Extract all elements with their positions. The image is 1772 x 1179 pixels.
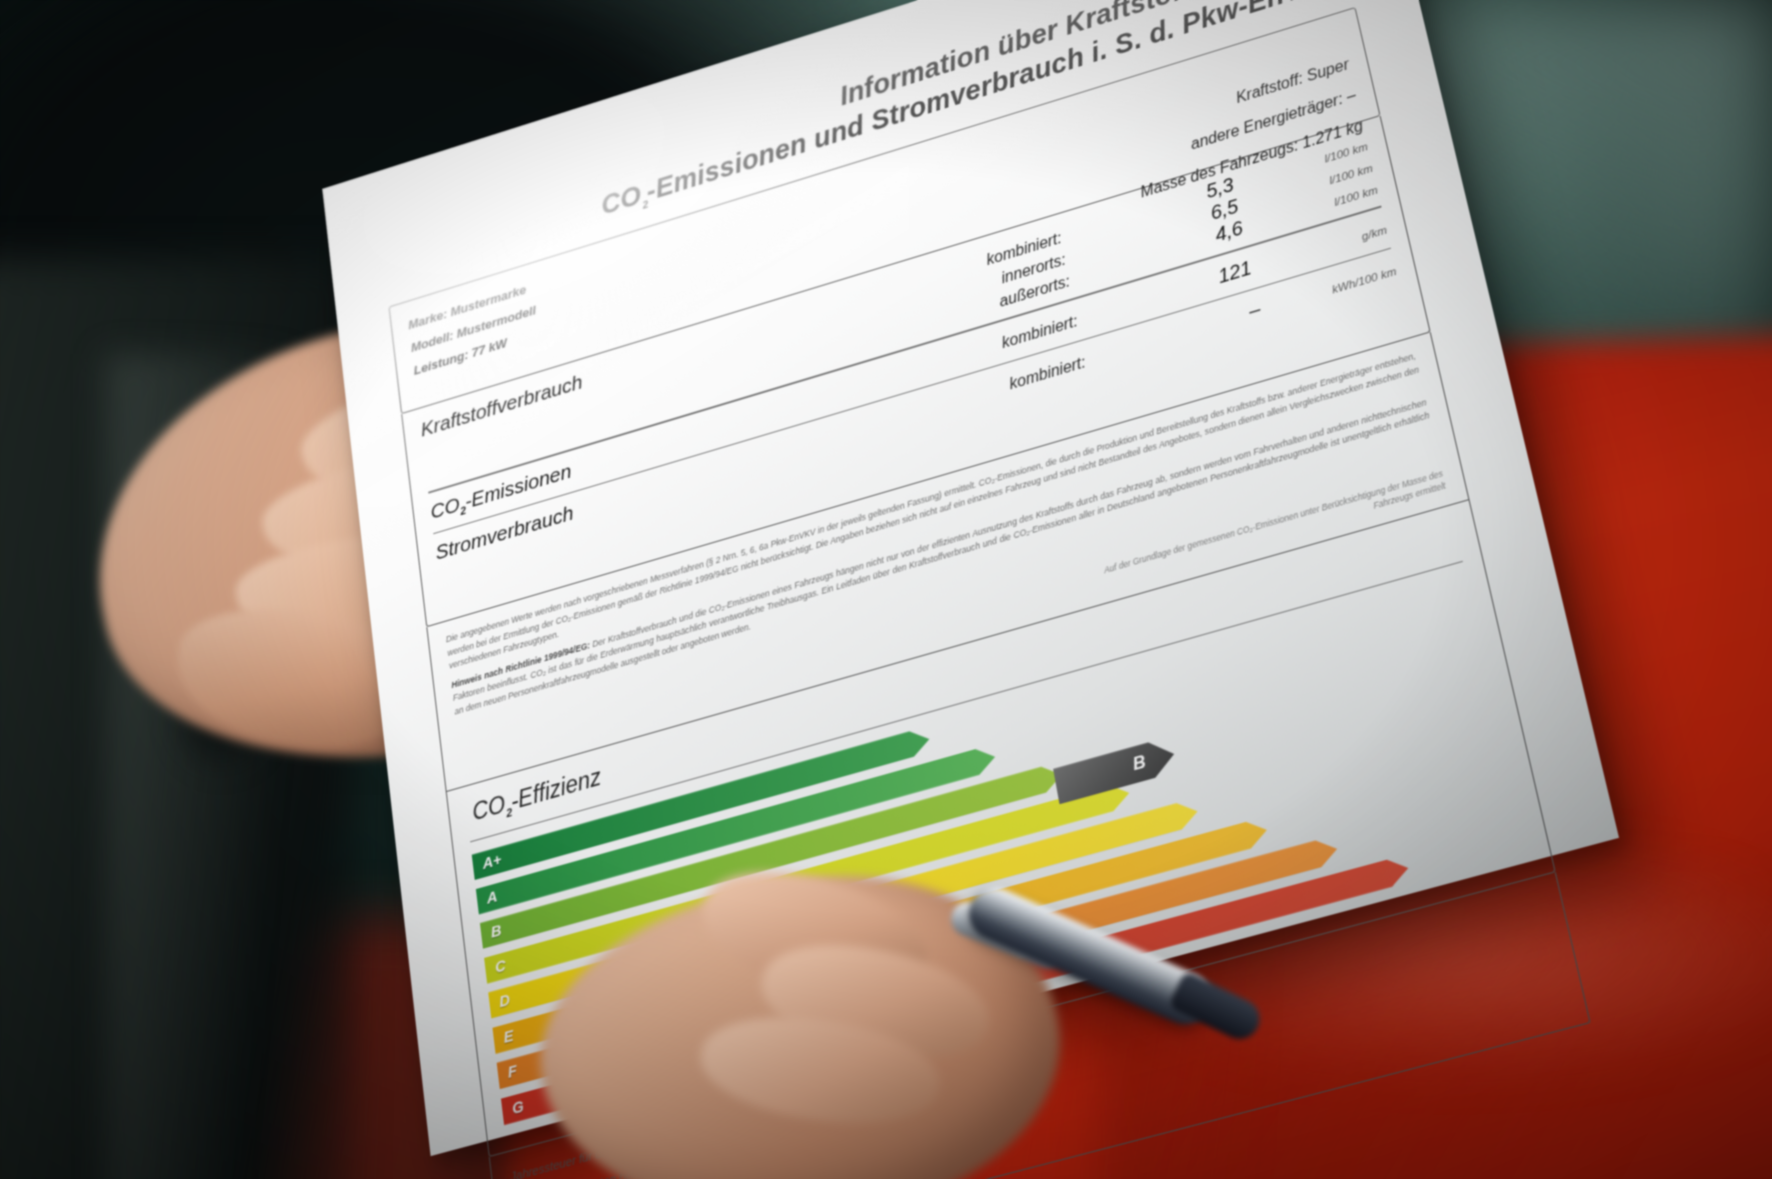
photo-vignette	[0, 0, 1772, 1179]
photo-scene: Information über Kraftstoffverbrauch, CO…	[0, 0, 1772, 1179]
